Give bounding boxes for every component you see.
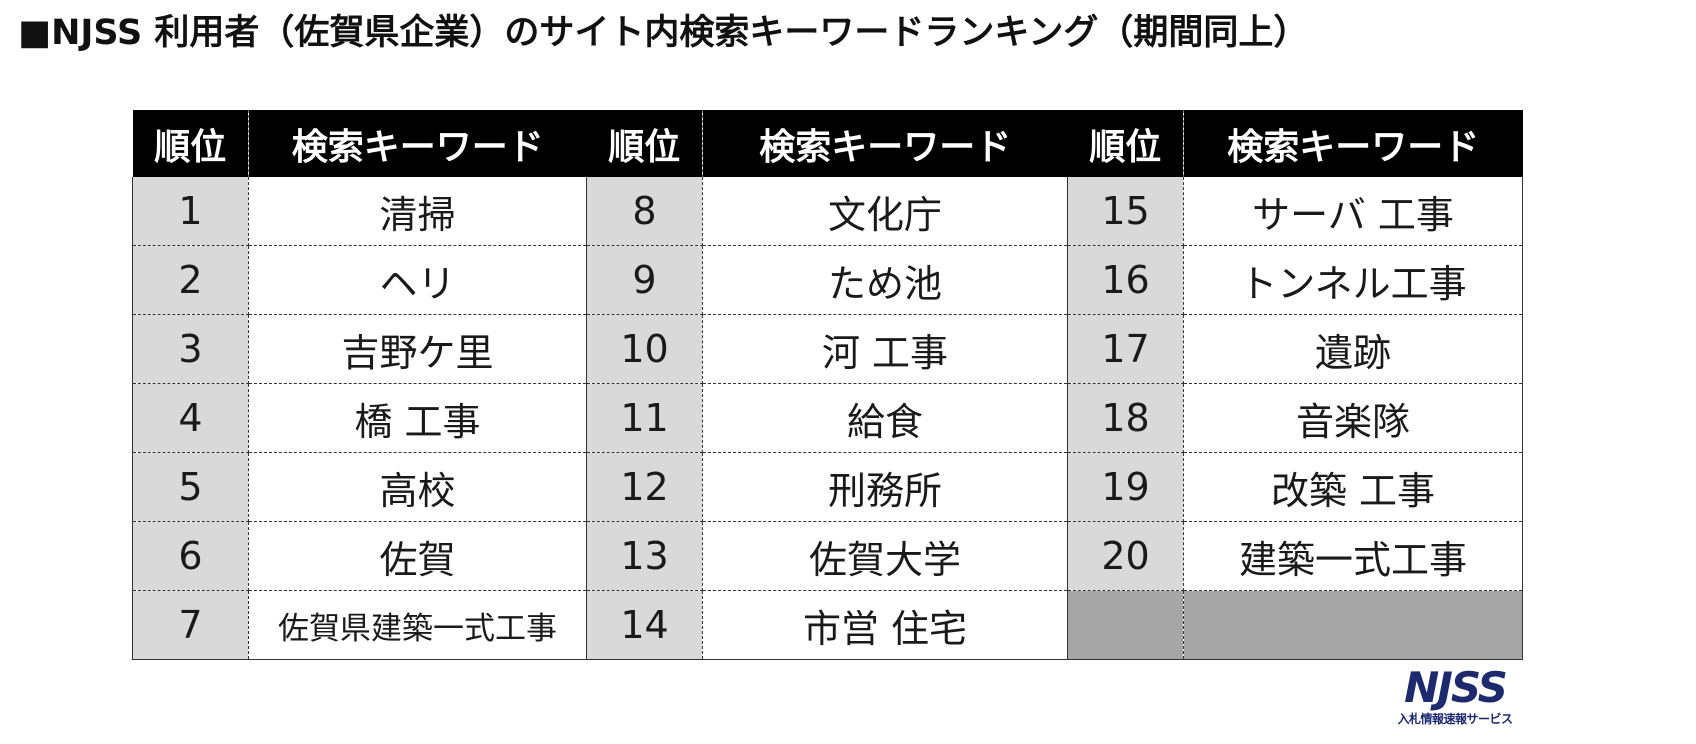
keyword-cell: 佐賀: [248, 521, 587, 591]
keyword-cell: ヘリ: [248, 245, 587, 315]
rank-cell: 20: [1067, 521, 1184, 591]
keyword-cell: 給食: [702, 383, 1068, 453]
keyword-cell: 清掃: [248, 177, 587, 246]
rank-cell: 11: [586, 383, 703, 453]
rank-cell: 19: [1067, 452, 1184, 522]
rank-cell: 10: [586, 314, 703, 384]
table-row: 3 吉野ケ里 10 河 工事 17 遺跡: [132, 314, 1523, 384]
keyword-cell: 改築 工事: [1183, 452, 1523, 522]
keyword-cell: 遺跡: [1183, 314, 1523, 384]
rank-header: 順位: [132, 110, 249, 177]
keyword-cell: 市営 住宅: [702, 590, 1068, 660]
rank-cell: 13: [586, 521, 703, 591]
rank-cell: 6: [132, 521, 249, 591]
keyword-cell: 高校: [248, 452, 587, 522]
rank-cell: 8: [586, 177, 703, 246]
rank-cell: 18: [1067, 383, 1184, 453]
empty-rank-cell: [1067, 590, 1184, 660]
table-row: 1 清掃 8 文化庁 15 サーバ 工事: [132, 177, 1523, 246]
keyword-ranking-table: 順位 検索キーワード 順位 検索キーワード 順位 検索キーワード 1 清掃 8 文化庁…: [132, 110, 1523, 660]
keyword-header: 検索キーワード: [1183, 110, 1523, 177]
rank-cell: 3: [132, 314, 249, 384]
rank-cell: 12: [586, 452, 703, 522]
keyword-cell: サーバ 工事: [1183, 177, 1523, 246]
keyword-cell: 刑務所: [702, 452, 1068, 522]
rank-cell: 1: [132, 177, 249, 246]
table-row: 7 佐賀県建築一式工事 14 市営 住宅: [132, 590, 1523, 660]
table-row: 2 ヘリ 9 ため池 16 トンネル工事: [132, 245, 1523, 315]
rank-cell: 15: [1067, 177, 1184, 246]
keyword-cell: 佐賀県建築一式工事: [248, 590, 587, 660]
empty-keyword-cell: [1183, 590, 1523, 660]
rank-header: 順位: [1067, 110, 1184, 177]
rank-cell: 4: [132, 383, 249, 453]
rank-cell: 2: [132, 245, 249, 315]
keyword-cell: 音楽隊: [1183, 383, 1523, 453]
keyword-cell: 橋 工事: [248, 383, 587, 453]
table-header-row: 順位 検索キーワード 順位 検索キーワード 順位 検索キーワード: [132, 110, 1523, 177]
table-row: 5 高校 12 刑務所 19 改築 工事: [132, 452, 1523, 522]
rank-cell: 5: [132, 452, 249, 522]
logo-subtitle: 入札情報速報サービス: [1397, 712, 1513, 726]
keyword-cell: 佐賀大学: [702, 521, 1068, 591]
keyword-cell: 建築一式工事: [1183, 521, 1523, 591]
page-title: ■NJSS 利用者（佐賀県企業）のサイト内検索キーワードランキング（期間同上）: [18, 13, 1309, 53]
keyword-cell: 河 工事: [702, 314, 1068, 384]
keyword-header: 検索キーワード: [702, 110, 1068, 177]
table-row: 6 佐賀 13 佐賀大学 20 建築一式工事: [132, 521, 1523, 591]
rank-header: 順位: [586, 110, 703, 177]
rank-cell: 7: [132, 590, 249, 660]
rank-cell: 16: [1067, 245, 1184, 315]
rank-cell: 9: [586, 245, 703, 315]
keyword-cell: トンネル工事: [1183, 245, 1523, 315]
logo-mark: NJSS: [1404, 663, 1508, 712]
rank-cell: 17: [1067, 314, 1184, 384]
keyword-cell: 文化庁: [702, 177, 1068, 246]
keyword-header: 検索キーワード: [248, 110, 587, 177]
keyword-cell: 吉野ケ里: [248, 314, 587, 384]
keyword-cell: ため池: [702, 245, 1068, 315]
rank-cell: 14: [586, 590, 703, 660]
njss-logo: NJSS 入札情報速報サービス: [1390, 663, 1520, 728]
